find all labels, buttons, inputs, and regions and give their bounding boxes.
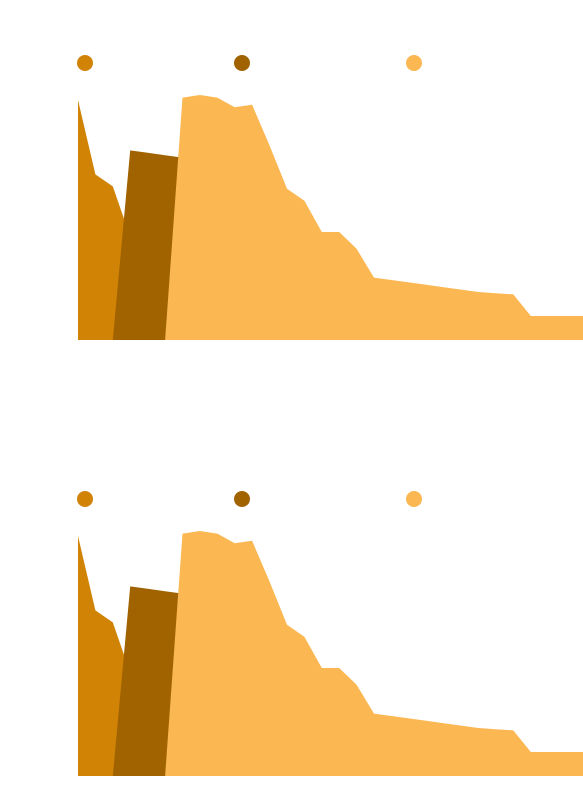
chart-panel-bottom (0, 481, 583, 809)
area-chart-top (78, 95, 583, 340)
legend-marker-series-1 (77, 491, 93, 507)
legend-marker-series-1 (77, 55, 93, 71)
legend-marker-series-3 (406, 55, 422, 71)
plot-area-bottom (78, 531, 583, 776)
legend-marker-series-2 (234, 55, 250, 71)
area-chart-bottom (78, 531, 583, 776)
chart-panel-top (0, 45, 583, 405)
plot-area-top (78, 95, 583, 340)
area-series-3 (78, 531, 583, 776)
legend-marker-series-2 (234, 491, 250, 507)
legend-marker-series-3 (406, 491, 422, 507)
area-series-3 (78, 95, 583, 340)
